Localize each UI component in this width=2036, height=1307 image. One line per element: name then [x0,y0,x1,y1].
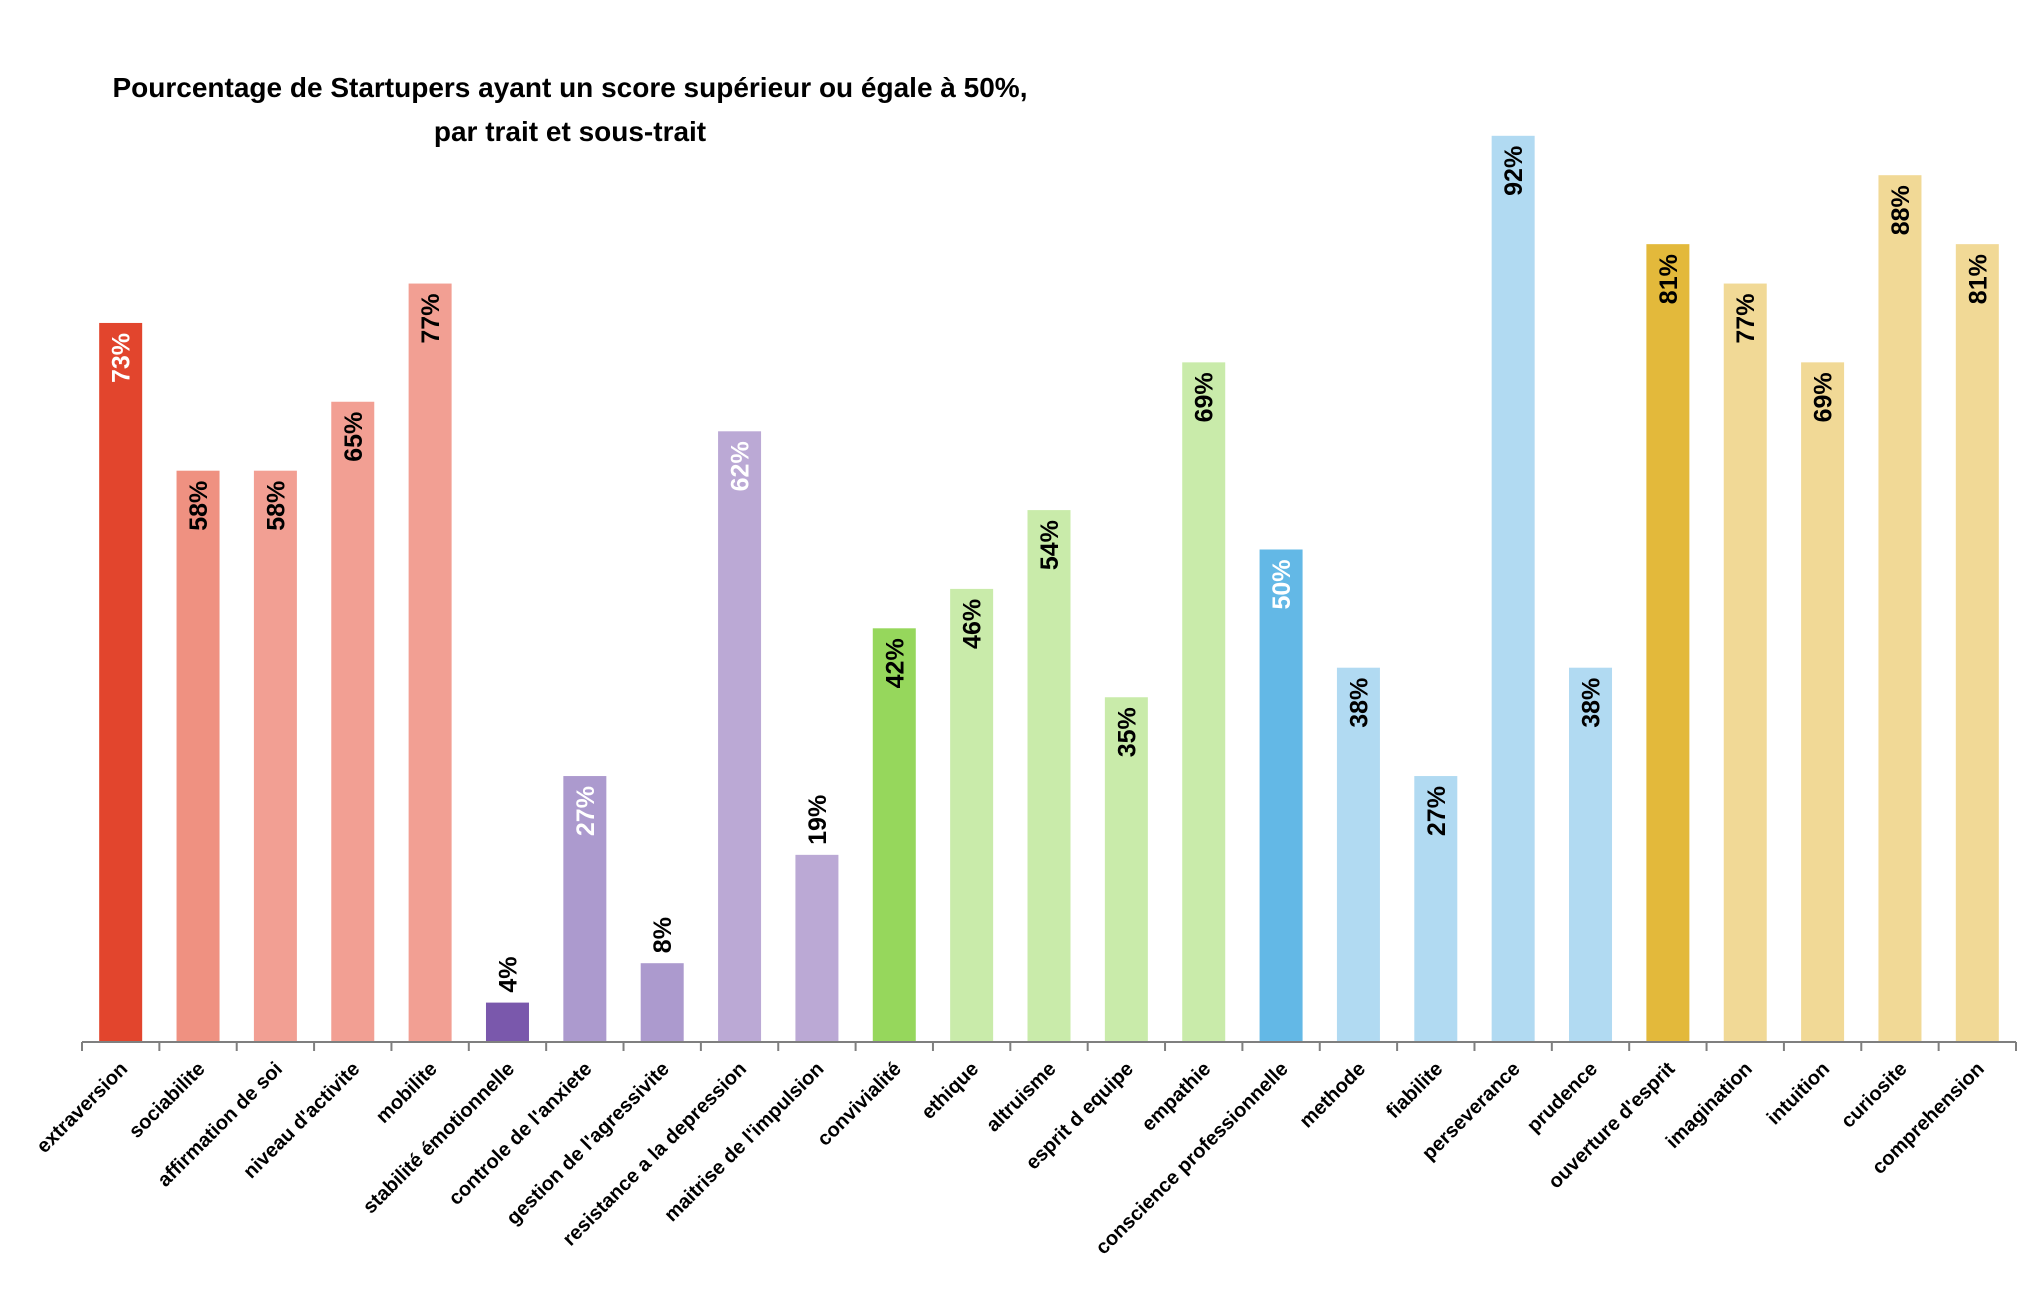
bar [1723,283,1767,1042]
bar [485,1002,529,1042]
data-label: 65% [340,412,368,462]
data-label: 4% [494,956,522,992]
data-label: 69% [1191,372,1219,422]
category-label: stabilité émotionnelle [359,1058,519,1218]
bar [718,431,762,1042]
data-label: 88% [1887,185,1915,235]
bar [408,283,452,1042]
bar [1414,776,1458,1042]
category-label: curiosite [1837,1058,1912,1133]
data-label: 38% [1578,678,1606,728]
data-label: 35% [1113,707,1141,757]
category-label: mobilite [372,1058,442,1128]
bar [1646,244,1690,1042]
data-label: 50% [1268,560,1296,610]
bar [99,322,143,1042]
data-label: 77% [1732,294,1760,344]
category-label: ouverture d'esprit [1544,1058,1679,1193]
category-label: intuition [1763,1058,1834,1129]
data-label: 46% [959,599,987,649]
data-label: 58% [185,481,213,531]
bar [1182,362,1226,1043]
data-label: 19% [804,795,832,845]
bar [1569,667,1613,1042]
bar [1801,362,1845,1043]
chart-title: Pourcentage de Startupers ayant un score… [40,66,1100,154]
category-label: extraversion [33,1058,133,1158]
chart-title-line1: Pourcentage de Startupers ayant un score… [112,72,1028,103]
category-label: empathie [1138,1058,1216,1136]
category-label: fiabilite [1382,1058,1447,1123]
category-label: convivialité [813,1058,906,1151]
data-label: 58% [262,481,290,531]
category-label: altruisme [982,1058,1060,1136]
category-label: prudence [1523,1058,1602,1137]
category-label: gestion de l'agressivite [502,1058,673,1229]
data-label: 73% [108,333,136,383]
bar [1259,549,1303,1042]
category-label: controle de l'anxiete [445,1058,597,1210]
bar [1491,135,1535,1043]
data-label: 38% [1345,678,1373,728]
bar [253,470,297,1042]
bar [176,470,220,1042]
data-label: 62% [727,441,755,491]
bars-group [99,135,1999,1043]
bar [1027,510,1071,1043]
bar [1878,175,1922,1042]
category-label: methode [1295,1058,1369,1132]
bar [950,588,994,1042]
bar [1955,244,1999,1042]
chart-subtitle: par trait et sous-trait [433,116,707,147]
data-label: 27% [1423,786,1451,836]
bar [1336,667,1380,1042]
bar [872,628,916,1042]
category-label: ethique [917,1058,983,1124]
data-label: 92% [1500,146,1528,196]
category-label: sociabilite [125,1058,210,1143]
value-labels-group: 73% 58% 58% 65% 77% 4% 27% 8% 62% 19% 42% 46% 54% 35%… [108,146,1993,993]
data-label: 81% [1655,254,1683,304]
bar [331,401,375,1042]
x-axis [81,1041,2017,1051]
data-label: 8% [649,917,677,953]
bar [795,854,839,1042]
data-label: 81% [1964,254,1992,304]
bar [563,776,607,1042]
bar [640,963,684,1042]
data-label: 69% [1810,372,1838,422]
bar [1104,697,1148,1042]
data-label: 42% [881,638,909,688]
data-label: 27% [572,786,600,836]
data-label: 54% [1036,520,1064,570]
data-label: 77% [417,294,445,344]
category-label: maitrise de l'impulsion [660,1058,828,1226]
